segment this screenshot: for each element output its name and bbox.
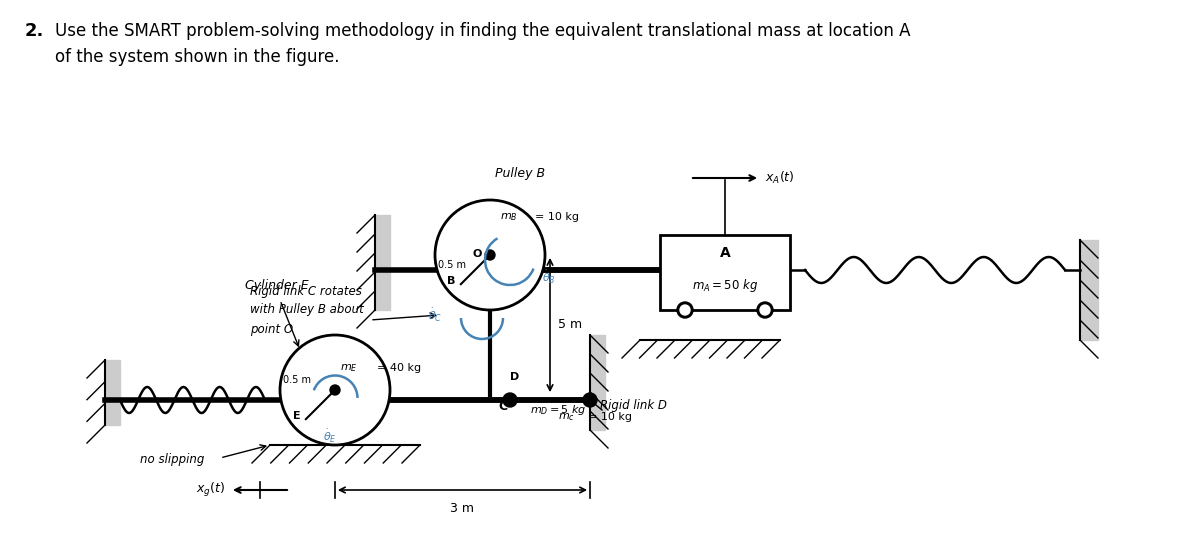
Circle shape [485, 250, 496, 260]
Text: $m_D = 5\ kg$: $m_D = 5\ kg$ [530, 403, 587, 417]
Text: C: C [498, 400, 508, 413]
Text: = 40 kg: = 40 kg [377, 363, 421, 373]
Text: 3 m: 3 m [450, 502, 474, 515]
Circle shape [436, 200, 545, 310]
Text: Rigid link D: Rigid link D [600, 399, 667, 411]
Text: $\dot{\theta}_E$: $\dot{\theta}_E$ [323, 428, 337, 445]
Text: $m_B$: $m_B$ [500, 211, 517, 223]
Text: $\dot{\theta}_B$: $\dot{\theta}_B$ [542, 268, 556, 286]
Circle shape [677, 302, 694, 318]
Text: E: E [293, 411, 301, 421]
Text: no slipping: no slipping [140, 454, 204, 467]
Text: Rigid link C rotates
with Pulley B about
point O: Rigid link C rotates with Pulley B about… [250, 285, 364, 335]
Text: $m_A = 50\ kg$: $m_A = 50\ kg$ [691, 276, 758, 294]
Text: Pulley B: Pulley B [494, 167, 545, 180]
Text: 2.: 2. [25, 22, 44, 40]
Circle shape [280, 335, 390, 445]
Text: 0.5 m: 0.5 m [283, 375, 311, 385]
Circle shape [583, 393, 598, 407]
Text: Cylinder E: Cylinder E [245, 279, 308, 292]
Text: O: O [473, 249, 482, 259]
Text: = 10 kg: = 10 kg [588, 412, 632, 422]
Circle shape [503, 393, 517, 407]
Bar [660, 235, 790, 310]
Text: 0.5 m: 0.5 m [438, 260, 466, 270]
Circle shape [330, 385, 340, 395]
Text: = 10 kg: = 10 kg [535, 212, 580, 222]
Circle shape [680, 305, 690, 315]
Text: $\dot{\theta}_C$: $\dot{\theta}_C$ [427, 307, 442, 323]
Text: 5 m: 5 m [558, 319, 582, 332]
Text: $m_E$: $m_E$ [340, 362, 358, 374]
Text: D: D [510, 372, 520, 382]
Circle shape [757, 302, 773, 318]
Text: $x_A(t)$: $x_A(t)$ [766, 170, 794, 186]
Text: A: A [720, 246, 731, 260]
Text: B: B [448, 276, 456, 286]
Circle shape [760, 305, 770, 315]
Text: $m_c$: $m_c$ [558, 411, 575, 423]
Text: Use the SMART problem-solving methodology in finding the equivalent translationa: Use the SMART problem-solving methodolog… [55, 22, 911, 66]
Text: $x_g(t)$: $x_g(t)$ [196, 481, 226, 499]
